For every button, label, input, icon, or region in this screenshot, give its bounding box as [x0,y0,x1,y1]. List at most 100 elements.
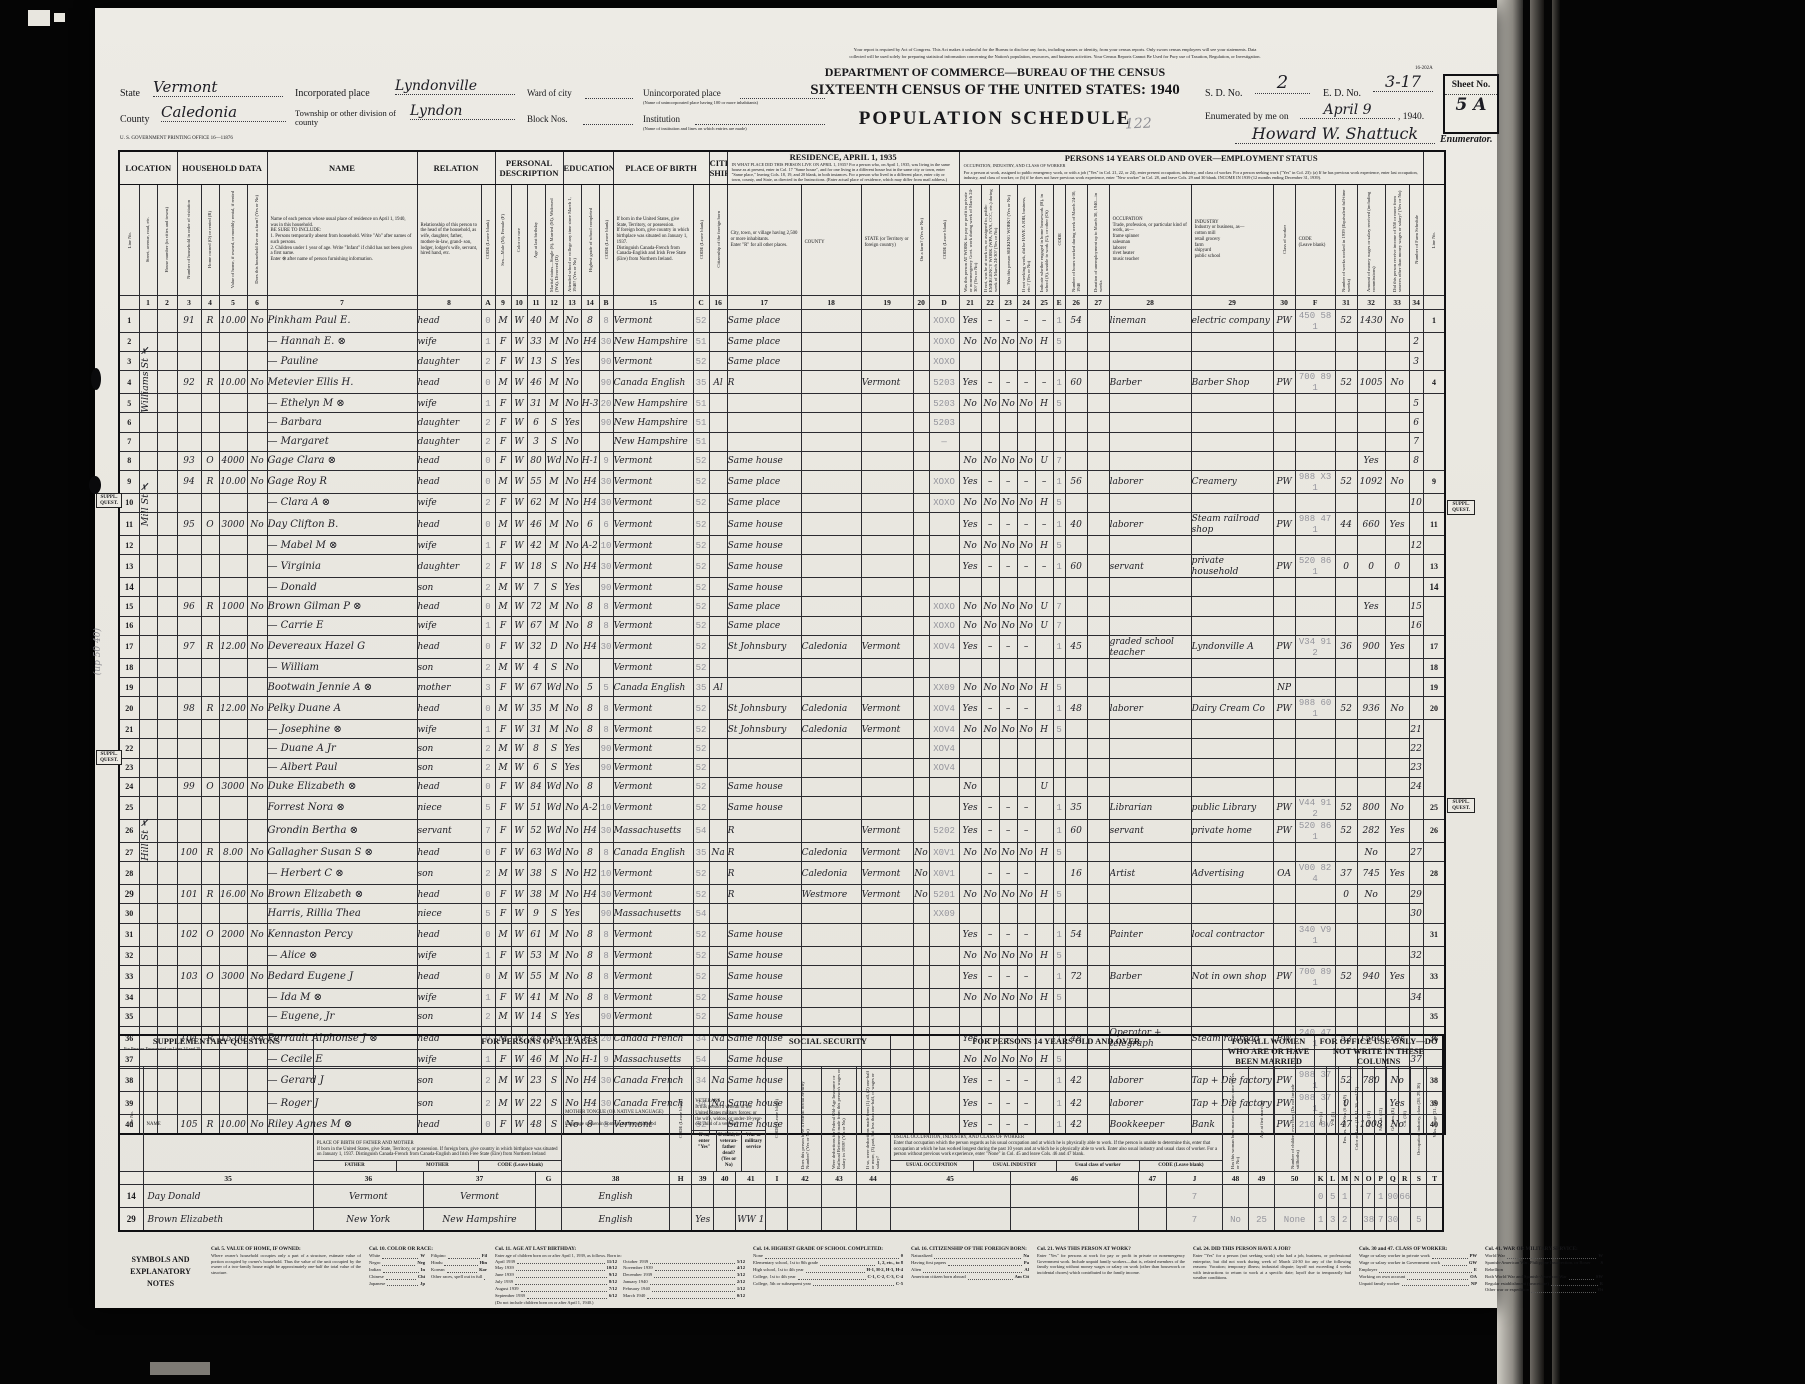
cell-cE: 5 [1052,676,1066,698]
cell-pob: Vermont [612,922,694,947]
cell-rstate: Vermont [860,719,914,740]
cell-rcity: Same house [726,922,802,947]
column-description: MOTHER TONGUE (OR NATIVE LANGUAGE) Langu… [561,1066,671,1172]
cell-hh [176,350,202,372]
column-description: V-R (5) [1326,1066,1340,1172]
cell-val: 8.00 [218,841,248,863]
cell-mar: M [544,964,564,989]
cell-w21 [958,350,982,372]
cell-w22 [980,738,1000,759]
cell-rcounty [800,370,862,395]
cell-rel: daughter [416,431,482,452]
cell-rcity: Same house [726,554,802,579]
cell-rcounty [800,757,862,778]
stamp-122: 122 [1124,115,1153,133]
cell-age: 32 [526,634,546,659]
cell-or: O [200,776,220,797]
column-number: 29 [1190,294,1274,310]
cell-cA: 2 [480,431,496,452]
cell-w31: 52 [1334,818,1358,843]
cell-mar: M [544,331,564,352]
column-number: 23 [998,294,1018,310]
cell-cF [1294,757,1336,778]
cell-sex: M [494,757,512,778]
cell-gr: 8 [580,719,600,740]
cell-farm: No [246,922,268,947]
column-number: N [1350,1171,1364,1185]
supp-cell: 7 [1374,1207,1388,1232]
cell-ind [1190,738,1274,759]
cell-gr: H4 [580,884,600,905]
cell-age: 31 [526,719,546,740]
column-number: S [1410,1171,1428,1185]
cell-w27 [1086,776,1110,797]
street-name: Hill St ✗ [139,815,151,861]
cell-pob: Vermont [612,308,694,333]
cell-cC: 51 [692,412,710,433]
table-row: 13— Virginia daughter 2 F W 18 S No H4 30 Vermont 5… [118,554,1446,579]
cell-w32: No [1356,841,1386,863]
cell-pob: Vermont [612,634,694,659]
cell-ln: 24 [118,776,140,797]
cell-cC: 52 [692,577,710,598]
cell-cE: 7 [1052,615,1066,636]
column-group: SOCIAL SECURITY [765,1034,891,1067]
cell-w21: No [958,841,982,863]
cell-w22: No [980,987,1000,1008]
cell-hh: 103 [176,964,202,989]
cell-rcity: Same house [726,964,802,989]
cell-w33: Yes [1384,818,1410,843]
cell-w32 [1356,412,1386,433]
table-row: 25 Forrest Nora ⊗ niece 5 F W 51 Wd No A-2 10 Vermo… [118,795,1446,820]
column-number: I [765,1171,789,1185]
cell-rfarm [912,308,930,333]
cell-cF: 520 86 1 [1294,554,1336,579]
cell-age: 8 [526,738,546,759]
cell-w27 [1086,841,1110,863]
supp-cell: 29 [118,1207,144,1232]
column-description: If born in the United States, give State… [612,183,694,296]
cell-farm [246,535,268,556]
cell-w27 [1086,861,1110,886]
cell-rstate [860,1006,914,1028]
cell-cC: 52 [692,987,710,1008]
cell-ln: 12 [118,535,140,556]
cell-rcity [726,412,802,433]
cell-cC: 52 [692,1006,710,1028]
cell-farm [246,554,268,579]
cell-val: 10.00 [218,370,248,395]
cell-name: Pinkham Paul E. [266,308,418,333]
cell-w26: 56 [1064,469,1088,494]
cell-rcounty: Caledonia [800,696,862,721]
supp-cell: 25 [1248,1207,1276,1232]
cell-pob: Vermont [612,512,694,537]
cell-cls: PW [1272,795,1296,820]
cell-cB: 20 [598,393,614,414]
cell-cls [1272,535,1296,556]
column-description: Were deductions for Federal Old-Age Insu… [821,1066,857,1172]
cell-rel: wife [416,945,482,966]
cell-sch: Yes [562,738,582,759]
cell-occ [1108,596,1192,617]
legend-block: Col. 5. VALUE OF HOME, IF OWNED: Where ow… [211,1246,361,1275]
cell-cls [1272,615,1296,636]
cell-w22: – [980,818,1000,843]
cell-w34: 10 [1408,492,1424,514]
cell-lnr: 4 [1422,370,1446,395]
cell-rfarm [912,431,930,452]
cell-hn [156,554,178,579]
cell-w32 [1356,1006,1386,1028]
cell-hh [176,987,202,1008]
cell-w25: U [1034,776,1054,797]
supplementary-table: SUPPLEMENTARY QUESTIONS For Persons Enume… [118,1034,1444,1232]
pencil-margin-note: (up 50 40) [93,628,103,676]
cell-cls [1272,412,1296,433]
cell-age: 4 [526,657,546,679]
cell-cE: 1 [1052,634,1066,659]
cell-cB: 8 [598,841,614,863]
cell-sex: F [494,884,512,905]
cell-rel: head [416,308,482,333]
cell-val: 3000 [218,964,248,989]
cell-gr [580,903,600,924]
